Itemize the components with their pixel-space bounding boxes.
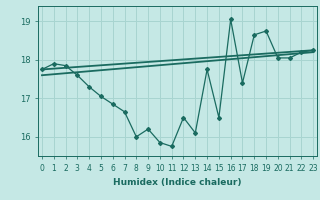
- X-axis label: Humidex (Indice chaleur): Humidex (Indice chaleur): [113, 178, 242, 187]
